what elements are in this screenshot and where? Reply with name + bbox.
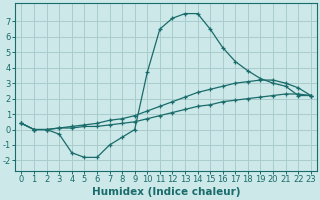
X-axis label: Humidex (Indice chaleur): Humidex (Indice chaleur)	[92, 187, 240, 197]
